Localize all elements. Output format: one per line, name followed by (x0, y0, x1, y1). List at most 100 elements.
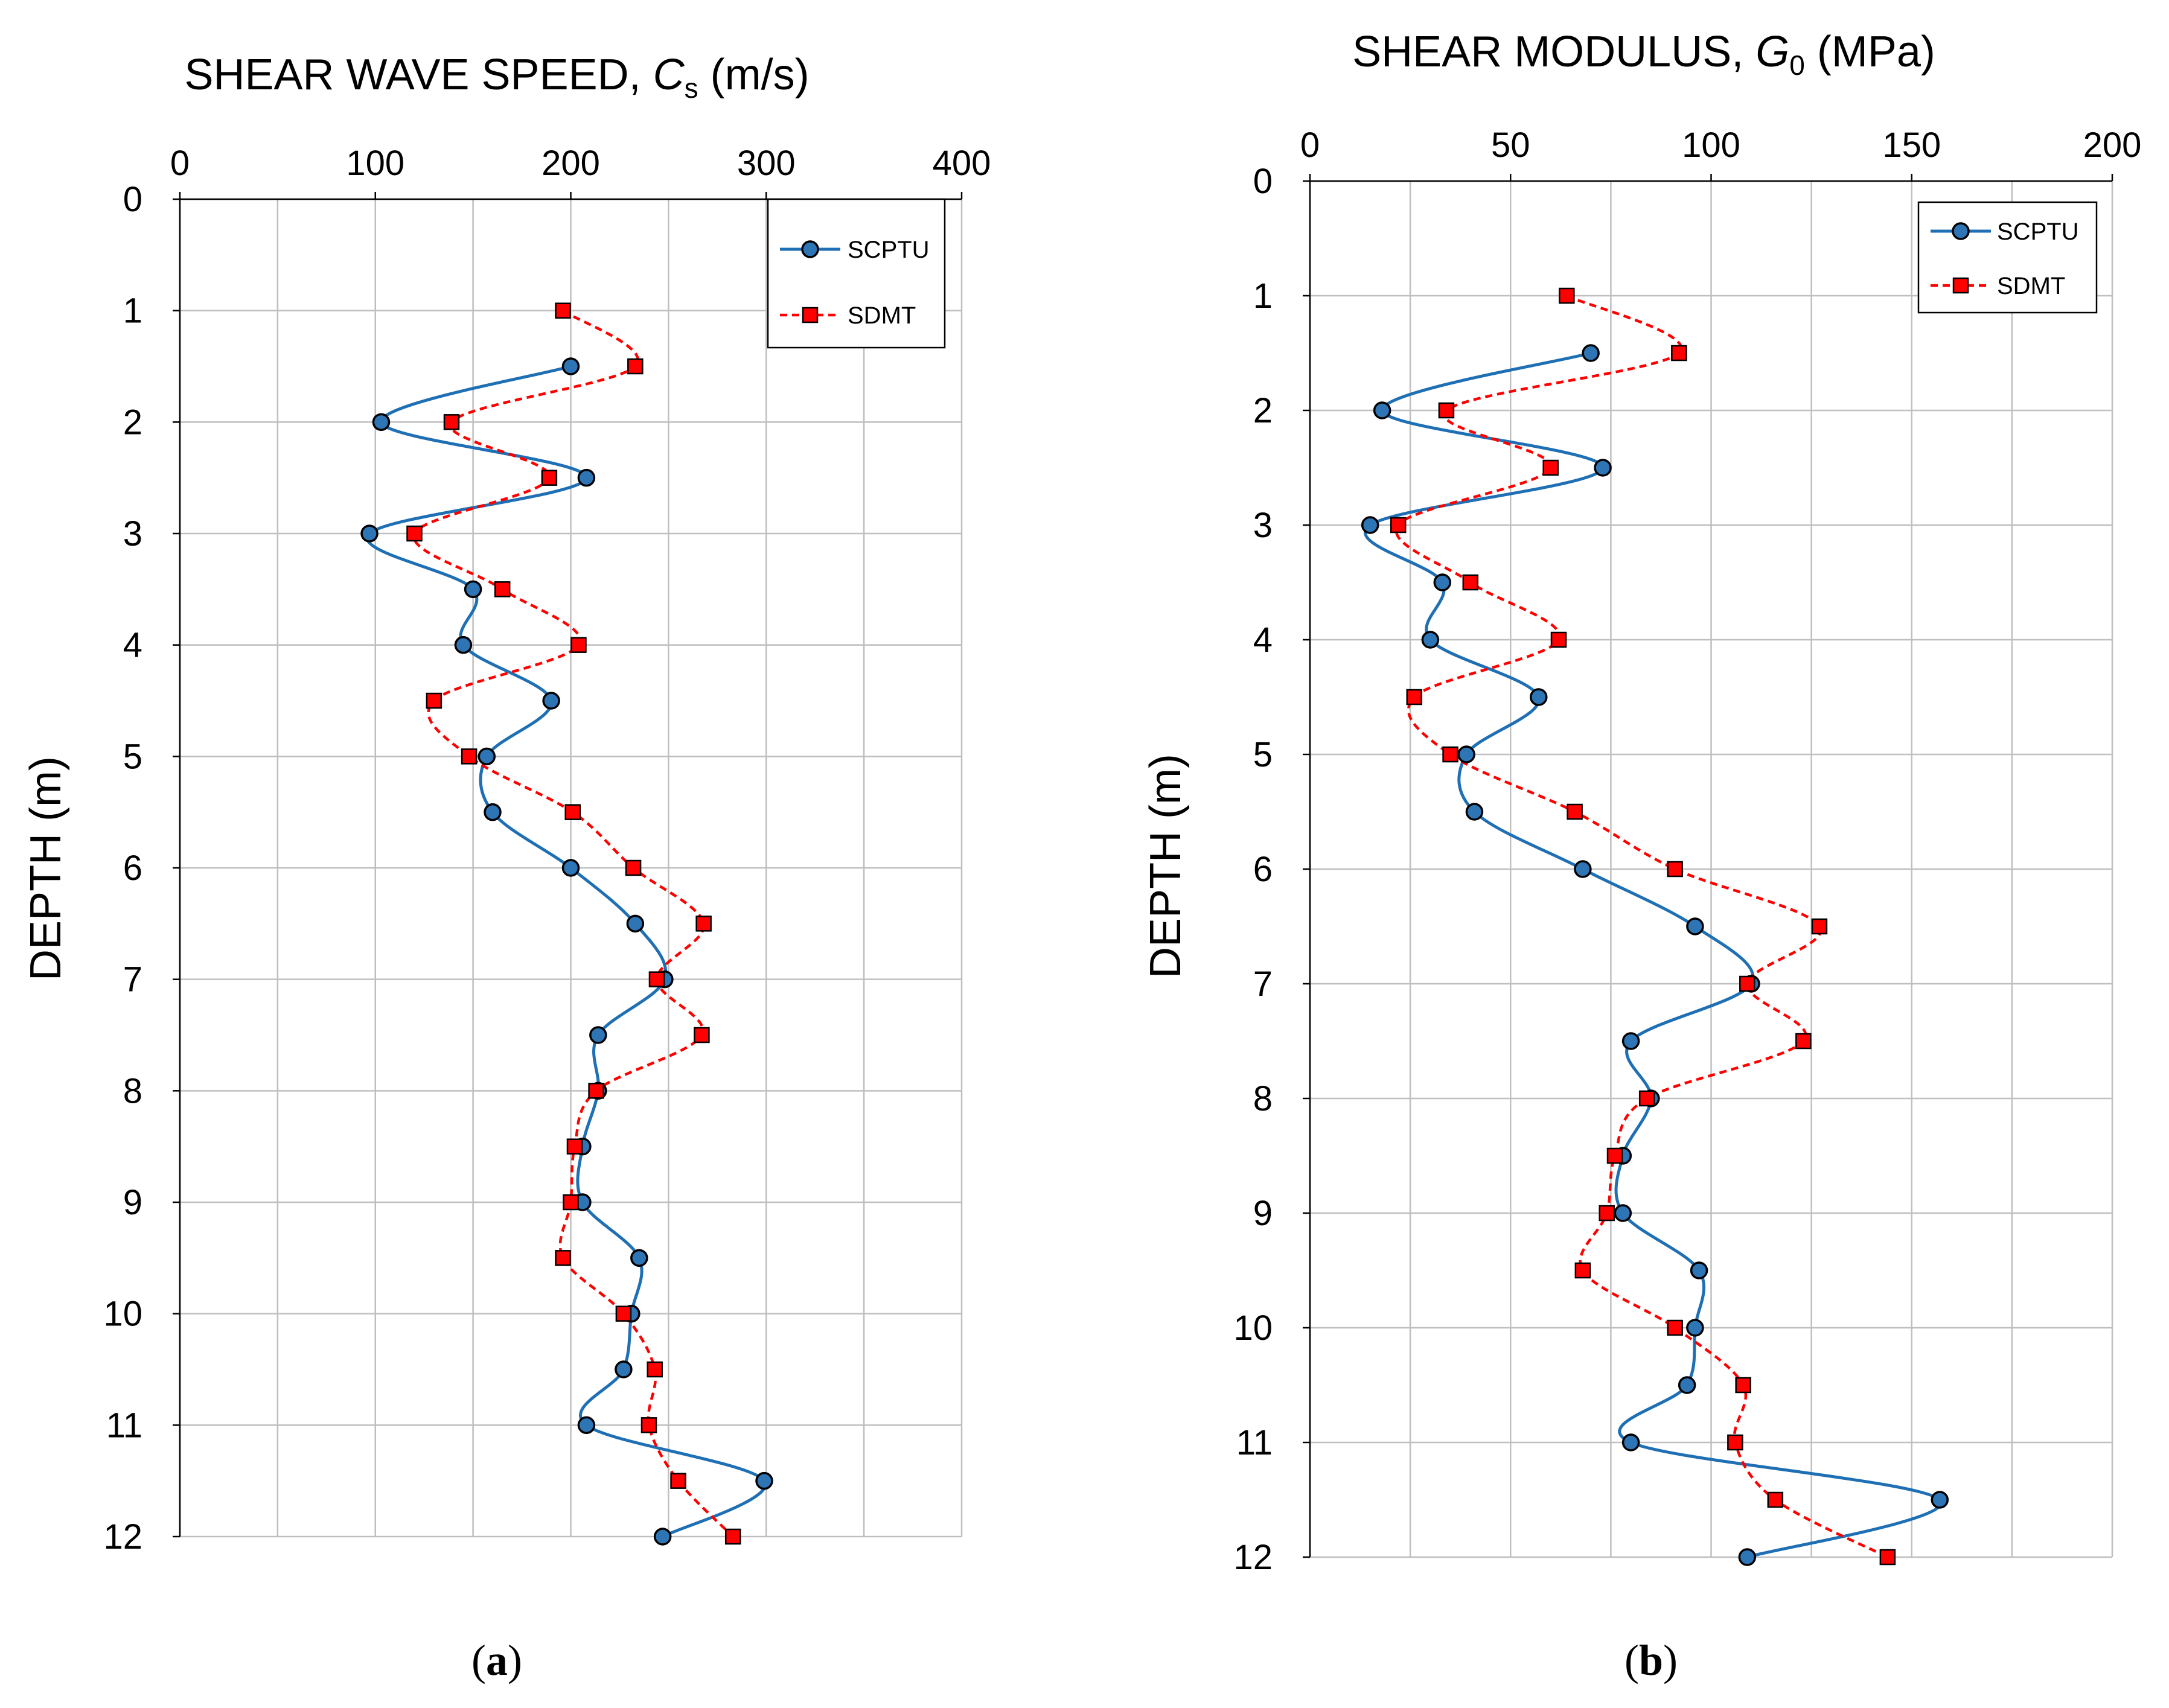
panel-a-xtick-label: 100 (346, 144, 404, 183)
panel-a-sdmt-point (640, 1417, 657, 1433)
panel-a-sdmt-point (647, 1361, 663, 1378)
panel-a-scptu-point (577, 468, 596, 487)
panel-a-sdmt-point (694, 1027, 710, 1044)
legend-scptu-label: SCPTU (1997, 218, 2079, 245)
legend-scptu-marker (801, 240, 819, 258)
panel-b-series-markers (1361, 287, 1949, 1566)
panel-b-scptu-point (1690, 1261, 1708, 1279)
panel-a-sdmt-point (426, 692, 442, 709)
panel-b-xtick-label: 150 (1882, 126, 1941, 165)
panel-b-sdmt-point (1559, 287, 1575, 304)
panel-b-sdmt-point (1795, 1033, 1812, 1050)
panel-a-scptu-point (653, 1528, 672, 1546)
panel-b-scptu-point (1686, 917, 1704, 935)
panel-b-chart: SHEAR MODULUS, G0 (MPa) DEPTH (m) 0 50 100… (1142, 28, 2141, 1684)
panel-b-scptu-point (1582, 344, 1600, 362)
panel-b-sdmt-point (1438, 402, 1455, 419)
panel-a-scptu-line (366, 365, 767, 1538)
panel-b-scptu-line (1364, 351, 1943, 1559)
panel-a-sdmt-point (555, 302, 571, 319)
panel-a-scptu-point (484, 803, 502, 821)
panel-a-sdmt-point (695, 916, 712, 932)
panel-a-sdmt-point (555, 1250, 571, 1266)
panel-a-ytick-label: 8 (123, 1071, 142, 1111)
panel-a-scptu-point (372, 413, 391, 432)
panel-b-sdmt-point (1567, 803, 1583, 820)
panel-b-scptu-point (1457, 745, 1475, 763)
panel-a-ytick-label: 6 (123, 849, 142, 888)
panel-b-ytick-label: 11 (1236, 1423, 1273, 1462)
panel-b-series-lines (1364, 294, 1943, 1559)
panel-b-sdmt-point (1406, 689, 1423, 706)
panel-b-scptu-point (1361, 516, 1379, 534)
legend-sdmt-marker (1952, 277, 1969, 294)
panel-b-sdmt-point (1390, 517, 1407, 534)
panel-b-sdmt-point (1879, 1549, 1896, 1566)
panel-b-ytick-label: 3 (1253, 506, 1273, 545)
panel-b-scptu-point (1594, 459, 1612, 477)
panel-a-ytick-label: 3 (123, 514, 142, 553)
panel-a-sdmt-point (670, 1473, 686, 1489)
panel-b-xtick-label: 0 (1300, 126, 1320, 165)
panel-b-sdmt-point (1739, 975, 1755, 992)
panel-b-sdmt-point (1638, 1090, 1655, 1107)
panel-b-ytick-label: 10 (1233, 1308, 1273, 1348)
panel-b-ylabel: DEPTH (m) (1142, 754, 1190, 978)
panel-a-legend: SCPTU SDMT (767, 198, 946, 349)
panel-b-ytick-label: 5 (1253, 735, 1273, 774)
panel-b-scptu-point (1738, 1548, 1757, 1566)
panel-b-scptu-point (1621, 1433, 1640, 1451)
panel-b-sdmt-point (1442, 746, 1458, 763)
panel-b-label: (b) (1624, 1636, 1678, 1684)
panel-a-ytick-label: 1 (123, 292, 142, 331)
panel-a-scptu-point (577, 1416, 596, 1435)
panel-b-scptu-point (1614, 1204, 1632, 1222)
panel-a-ytick-label: 2 (123, 403, 142, 442)
panel-b-scptu-point (1433, 573, 1452, 591)
panel-b-ytick-label: 9 (1253, 1194, 1273, 1233)
panel-a-scptu-point (755, 1471, 773, 1490)
panel-a-ylabel: DEPTH (m) (22, 756, 70, 981)
legend-sdmt-marker (802, 307, 819, 323)
panel-a-xtick-label: 0 (170, 144, 190, 183)
panel-a-xtick-label: 400 (933, 144, 991, 183)
panel-a-scptu-point (454, 636, 473, 654)
panel-b-sdmt-point (1542, 459, 1559, 476)
panel-a-sdmt-line (412, 309, 734, 1538)
legend-sdmt-label: SDMT (1997, 273, 2065, 299)
panel-a-label: (a) (471, 1636, 522, 1684)
panel-a-ytick-label: 0 (123, 180, 142, 219)
panel-a-scptu-point (589, 1026, 607, 1044)
panel-a-sdmt-point (494, 581, 511, 597)
panel-b-sdmt-point (1667, 861, 1683, 878)
panel-a-xtick-label: 200 (541, 144, 600, 183)
panel-a-sdmt-point (648, 971, 665, 987)
panel-a-sdmt-point (724, 1528, 741, 1545)
panel-b-xtick-label: 100 (1682, 126, 1740, 165)
panel-b-xtick-label: 50 (1491, 126, 1530, 165)
panel-a-scptu-point (360, 524, 379, 543)
panel-a-ytick-label: 10 (103, 1295, 142, 1334)
panel-b-legend: SCPTU SDMT (1917, 201, 2098, 314)
panel-a-title: SHEAR WAVE SPEED, Cs (m/s) (184, 51, 809, 104)
panel-a-sdmt-point (615, 1305, 632, 1322)
panel-a-ytick-label: 12 (103, 1517, 142, 1557)
panel-b-ytick-label: 0 (1253, 162, 1273, 201)
panel-a-sdmt-point (625, 859, 642, 876)
panel-b-sdmt-point (1574, 1262, 1591, 1279)
panel-b-ytick-label: 6 (1253, 850, 1273, 889)
panel-b-ytick-label: 4 (1253, 620, 1273, 660)
panel-b-ytick-label: 12 (1233, 1538, 1273, 1577)
panel-b-title: SHEAR MODULUS, G0 (MPa) (1352, 28, 1935, 81)
panel-a-sdmt-point (563, 1194, 579, 1211)
panel-b-sdmt-point (1550, 631, 1567, 648)
panel-a-scptu-point (630, 1249, 648, 1267)
panel-a-sdmt-point (566, 1138, 583, 1155)
panel-a-xtick-label: 300 (737, 144, 796, 183)
panel-a-sdmt-point (570, 637, 587, 653)
panel-b-sdmt-point (1727, 1434, 1743, 1451)
panel-a-ytick-label: 7 (123, 960, 142, 999)
panel-b-sdmt-point (1667, 1319, 1683, 1336)
panel-a-ytick-label: 9 (123, 1183, 142, 1222)
